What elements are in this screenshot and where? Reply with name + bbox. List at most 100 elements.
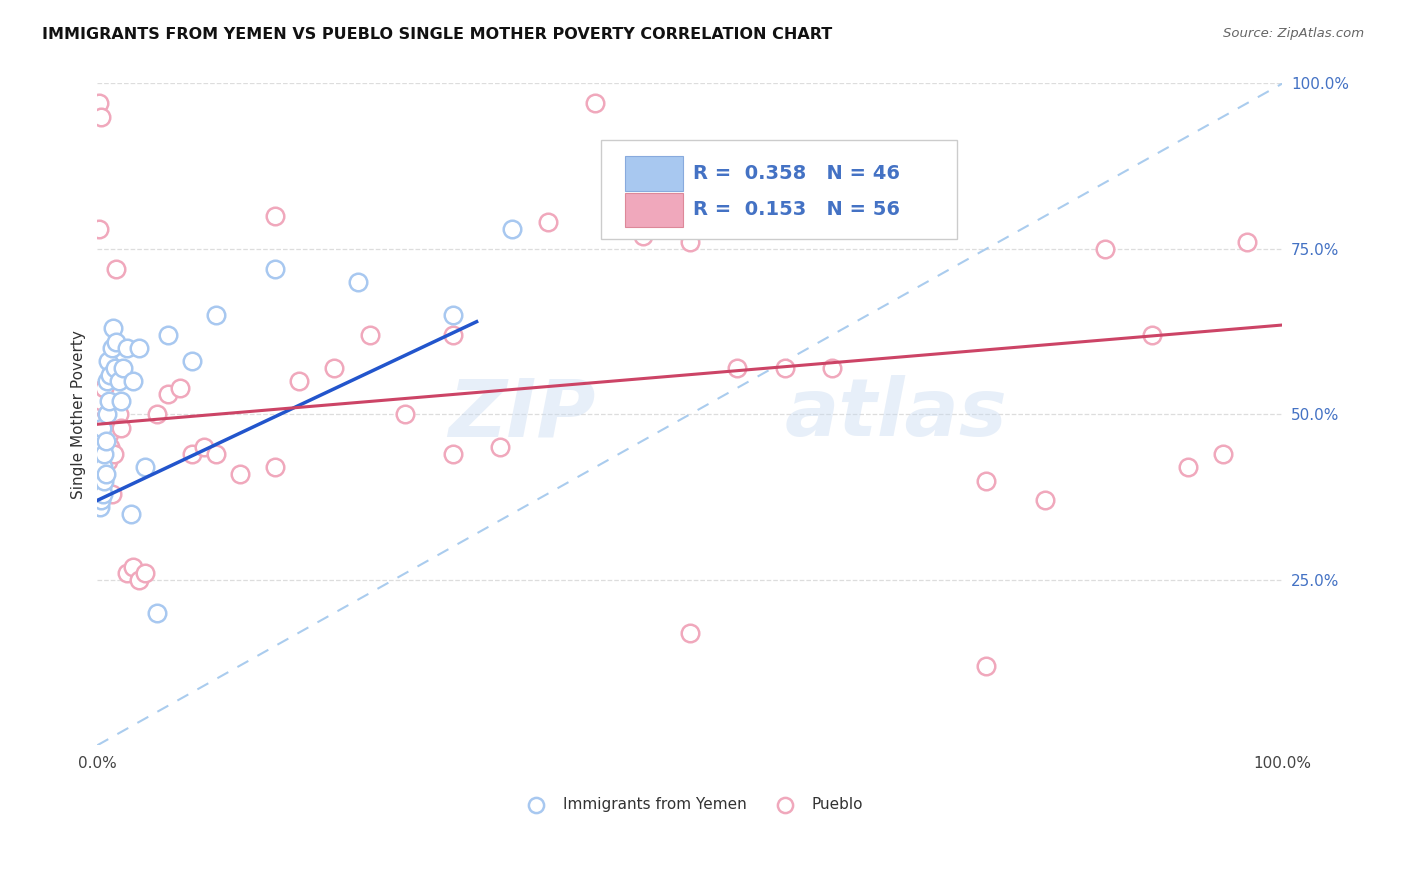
Point	[205, 447, 228, 461]
Point	[97, 354, 120, 368]
Point	[974, 658, 997, 673]
Point	[107, 374, 129, 388]
Text: R =  0.153   N = 56: R = 0.153 N = 56	[693, 201, 900, 219]
Point	[145, 606, 167, 620]
Point	[679, 625, 702, 640]
Point	[91, 427, 114, 442]
Point	[347, 275, 370, 289]
Point	[96, 408, 118, 422]
Point	[169, 381, 191, 395]
Point	[120, 507, 142, 521]
Point	[501, 222, 523, 236]
Point	[1212, 447, 1234, 461]
Point	[264, 460, 287, 475]
Point	[631, 228, 654, 243]
Point	[98, 427, 121, 442]
Point	[524, 797, 547, 812]
Point	[441, 327, 464, 342]
Point	[112, 361, 135, 376]
Point	[110, 394, 132, 409]
Point	[157, 387, 180, 401]
Point	[89, 408, 111, 422]
Point	[537, 215, 560, 229]
FancyBboxPatch shape	[624, 193, 683, 227]
Point	[115, 341, 138, 355]
Point	[94, 447, 117, 461]
Point	[96, 408, 118, 422]
Point	[1236, 235, 1258, 250]
Point	[1177, 460, 1199, 475]
Point	[157, 327, 180, 342]
Y-axis label: Single Mother Poverty: Single Mother Poverty	[72, 330, 86, 499]
Point	[107, 408, 129, 422]
Point	[134, 460, 156, 475]
Point	[90, 493, 112, 508]
Point	[974, 474, 997, 488]
Point	[90, 110, 112, 124]
Point	[821, 361, 844, 376]
Point	[181, 447, 204, 461]
Text: Pueblo: Pueblo	[813, 797, 863, 813]
Point	[134, 566, 156, 581]
Point	[583, 96, 606, 111]
Point	[441, 308, 464, 322]
Point	[103, 447, 125, 461]
Point	[773, 361, 796, 376]
Point	[89, 487, 111, 501]
Point	[96, 374, 118, 388]
Point	[91, 487, 114, 501]
Point	[394, 408, 416, 422]
Point	[228, 467, 250, 481]
Point	[679, 235, 702, 250]
Point	[91, 414, 114, 428]
Point	[94, 434, 117, 448]
Point	[104, 361, 127, 376]
Point	[87, 222, 110, 236]
Point	[181, 354, 204, 368]
Text: atlas: atlas	[785, 376, 1008, 453]
Point	[193, 441, 215, 455]
Point	[128, 573, 150, 587]
Text: IMMIGRANTS FROM YEMEN VS PUEBLO SINGLE MOTHER POVERTY CORRELATION CHART: IMMIGRANTS FROM YEMEN VS PUEBLO SINGLE M…	[42, 27, 832, 42]
Point	[89, 460, 111, 475]
Point	[323, 361, 346, 376]
Point	[205, 308, 228, 322]
Point	[89, 500, 111, 514]
Point	[725, 361, 748, 376]
Point	[90, 427, 112, 442]
Point	[869, 195, 891, 210]
Point	[90, 474, 112, 488]
Point	[91, 480, 114, 494]
Point	[1094, 242, 1116, 256]
Point	[93, 474, 115, 488]
FancyBboxPatch shape	[600, 140, 956, 239]
Text: ZIP: ZIP	[447, 376, 595, 453]
Point	[359, 327, 381, 342]
Point	[110, 420, 132, 434]
Point	[128, 341, 150, 355]
Point	[100, 487, 122, 501]
Point	[87, 96, 110, 111]
Point	[145, 408, 167, 422]
Point	[90, 453, 112, 467]
Point	[98, 394, 121, 409]
Point	[1035, 493, 1057, 508]
Point	[100, 368, 122, 382]
Point	[97, 453, 120, 467]
Point	[100, 441, 122, 455]
Point	[87, 480, 110, 494]
Text: Immigrants from Yemen: Immigrants from Yemen	[564, 797, 747, 813]
Point	[91, 441, 114, 455]
Text: Source: ZipAtlas.com: Source: ZipAtlas.com	[1223, 27, 1364, 40]
Point	[93, 447, 115, 461]
Point	[773, 797, 796, 812]
Point	[115, 566, 138, 581]
Point	[441, 447, 464, 461]
Point	[1140, 327, 1163, 342]
Point	[264, 261, 287, 276]
Point	[264, 209, 287, 223]
Point	[915, 176, 938, 190]
Point	[89, 434, 111, 448]
Point	[100, 341, 122, 355]
Point	[105, 334, 128, 349]
